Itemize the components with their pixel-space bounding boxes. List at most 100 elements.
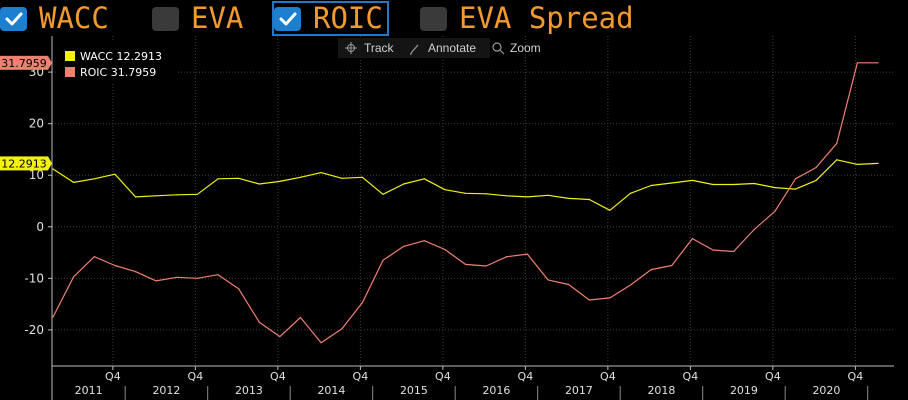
- data-point-wacc: [341, 177, 343, 179]
- x-year-label: 2018: [647, 384, 675, 397]
- track-label: Track: [364, 41, 395, 55]
- data-point-roic: [217, 274, 219, 276]
- data-point-wacc: [836, 159, 838, 161]
- x-year-label: 2014: [317, 384, 345, 397]
- data-point-wacc: [464, 192, 467, 194]
- gridlines: [52, 36, 894, 366]
- roic-toggle[interactable]: ROIC: [272, 1, 389, 36]
- legend-entry-roic: ROIC 31.7959: [80, 66, 156, 79]
- data-point-wacc: [753, 182, 755, 185]
- data-point-roic: [361, 301, 363, 304]
- eva-toggle[interactable]: EVA: [152, 3, 243, 34]
- data-point-roic: [753, 228, 755, 230]
- last-value-tag-wacc: [0, 156, 48, 171]
- data-point-roic: [155, 280, 157, 282]
- data-point-wacc: [279, 180, 281, 183]
- data-point-wacc: [815, 179, 817, 181]
- data-point-roic: [712, 249, 714, 251]
- y-tick-label: 0: [36, 220, 44, 234]
- data-point-wacc: [320, 172, 322, 174]
- checkbox-unchecked-icon[interactable]: [152, 6, 179, 31]
- x-period-label: Q4: [353, 370, 369, 383]
- x-year-label: 2012: [152, 384, 180, 397]
- eva-spread-toggle-label: EVA Spread: [459, 1, 634, 35]
- roic-toggle-label: ROIC: [313, 1, 383, 35]
- x-period-label: Q4: [435, 370, 451, 383]
- series-toggle-bar: WACC EVA ROIC EVA Spread: [0, 0, 908, 36]
- crosshair-icon: [345, 42, 357, 54]
- y-tick-label: 20: [29, 117, 44, 131]
- data-point-roic: [691, 238, 693, 240]
- data-point-wacc: [155, 195, 157, 197]
- data-point-roic: [238, 288, 240, 290]
- data-point-wacc: [423, 178, 425, 180]
- annotate-label: Annotate: [428, 41, 476, 55]
- data-point-wacc: [403, 183, 405, 185]
- data-point-wacc: [733, 183, 735, 186]
- data-point-roic: [320, 342, 322, 344]
- data-point-wacc: [588, 198, 590, 201]
- x-year-label: 2015: [400, 384, 428, 397]
- data-point-roic: [341, 328, 343, 330]
- data-point-roic: [733, 250, 735, 253]
- data-point-roic: [609, 297, 611, 299]
- y-tick-label: -20: [24, 323, 44, 337]
- data-point-wacc: [258, 183, 260, 185]
- wacc-toggle-label: WACC: [39, 1, 109, 35]
- checkmark-icon: [5, 12, 22, 25]
- checkbox-checked-icon[interactable]: [274, 6, 301, 31]
- legend-entry-wacc: WACC 12.2913: [80, 50, 162, 63]
- data-point-roic: [176, 276, 178, 278]
- data-point-wacc: [877, 162, 879, 165]
- data-point-roic: [73, 276, 75, 278]
- x-year-label: 2011: [75, 384, 103, 397]
- data-point-roic: [279, 336, 281, 338]
- data-point-wacc: [299, 176, 302, 178]
- data-point-wacc: [650, 184, 652, 187]
- data-point-roic: [815, 166, 817, 169]
- x-year-label: 2019: [730, 384, 758, 397]
- data-point-roic: [877, 62, 879, 64]
- legend-background: [58, 42, 176, 84]
- data-point-wacc: [134, 196, 137, 198]
- eva-spread-toggle[interactable]: EVA Spread: [420, 3, 634, 34]
- data-point-wacc: [547, 194, 549, 196]
- checkmark-icon: [279, 12, 296, 25]
- checkbox-checked-icon[interactable]: [0, 6, 27, 31]
- data-point-wacc: [568, 197, 570, 200]
- data-point-wacc: [238, 177, 240, 179]
- wacc-toggle[interactable]: WACC: [0, 3, 109, 34]
- x-period-label: Q4: [188, 370, 204, 383]
- series-line-wacc: [52, 159, 879, 211]
- chart-toolbar: Track Annotate Zoom: [338, 38, 541, 58]
- series-line-roic: [52, 62, 878, 344]
- data-point-roic: [485, 265, 487, 267]
- data-point-roic: [114, 264, 116, 267]
- data-point-wacc: [114, 173, 116, 175]
- data-point-roic: [464, 263, 467, 266]
- data-point-roic: [423, 240, 425, 242]
- toolbar-background: [338, 38, 490, 58]
- data-point-roic: [794, 178, 797, 180]
- track-button[interactable]: Track: [345, 41, 395, 55]
- checkbox-unchecked-icon[interactable]: [420, 6, 447, 31]
- data-point-roic: [258, 321, 260, 323]
- zoom-button[interactable]: Zoom: [492, 41, 541, 55]
- x-year-label: 2017: [565, 384, 593, 397]
- x-year-label: 2013: [235, 384, 263, 397]
- x-period-label: Q4: [848, 370, 864, 383]
- data-point-wacc: [73, 181, 75, 184]
- annotate-button[interactable]: Annotate: [410, 41, 476, 55]
- data-point-wacc: [712, 183, 714, 186]
- x-year-label: 2020: [812, 384, 840, 397]
- data-point-wacc: [609, 209, 611, 211]
- data-point-roic: [299, 316, 302, 319]
- x-period-label: Q4: [105, 370, 121, 383]
- x-year-label: 2016: [482, 384, 510, 397]
- x-period-label: Q4: [518, 370, 534, 383]
- legend-swatch-wacc: [65, 51, 75, 61]
- data-point-wacc: [93, 178, 95, 180]
- data-point-roic: [403, 245, 405, 247]
- data-point-wacc: [485, 193, 487, 195]
